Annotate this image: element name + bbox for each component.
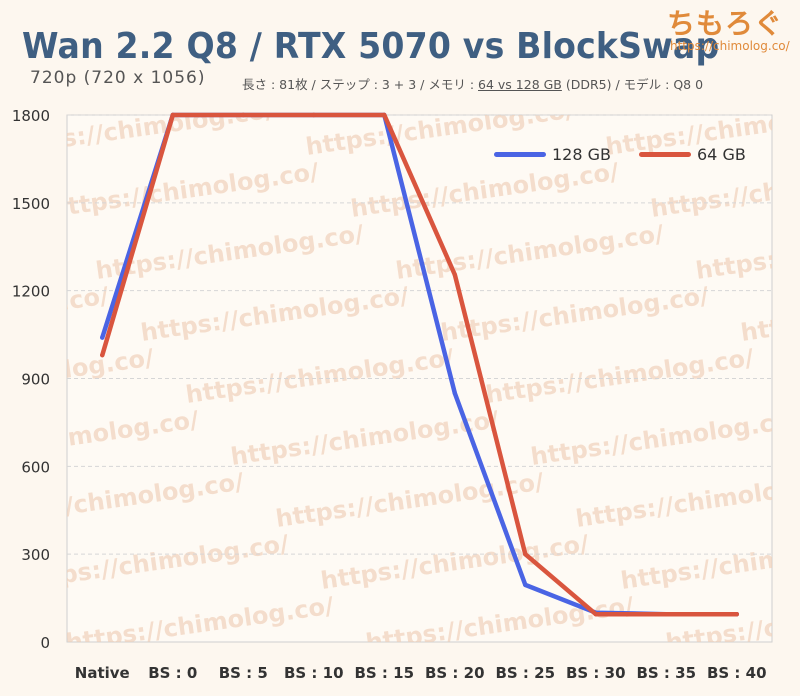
data-point <box>241 112 246 118</box>
site-logo: ちもろぐ <box>667 7 784 40</box>
data-point <box>311 112 316 118</box>
x-tick-label: BS : 0 <box>148 664 197 682</box>
chart-subtitle: 720p (720 x 1056) <box>30 68 206 88</box>
y-tick-label: 600 <box>21 458 50 476</box>
y-tick-label: 0 <box>40 634 50 652</box>
legend-swatch-64 <box>639 152 691 157</box>
watermark-text: https://chimolog.co/ <box>0 158 21 223</box>
data-point <box>664 611 669 617</box>
x-tick-label: BS : 40 <box>707 664 767 682</box>
data-point <box>100 352 105 358</box>
data-point <box>593 611 598 617</box>
chart-legend: 128 GB 64 GB <box>494 145 746 164</box>
data-point <box>523 551 528 557</box>
data-point <box>170 112 175 118</box>
x-tick-label: BS : 35 <box>636 664 696 682</box>
details-memory: 64 vs 128 GB <box>478 77 562 92</box>
y-tick-label: 300 <box>21 546 50 564</box>
y-tick-label: 900 <box>21 371 50 389</box>
data-point <box>734 611 739 617</box>
chart-title: Wan 2.2 Q8 / RTX 5070 vs BlockSwap <box>22 26 720 67</box>
legend-entry-128: 128 GB <box>494 145 611 164</box>
x-tick-label: BS : 25 <box>495 664 555 682</box>
details-suffix: (DDR5) / モデル : Q8 0 <box>561 77 704 92</box>
y-tick-label: 1800 <box>12 107 50 125</box>
x-tick-label: Native <box>75 664 130 682</box>
details-prefix: 長さ : 81枚 / ステップ : 3 + 3 / メモリ : <box>242 77 479 92</box>
x-tick-label: BS : 20 <box>425 664 485 682</box>
data-point <box>523 582 528 588</box>
data-point <box>382 112 387 118</box>
legend-label-64: 64 GB <box>697 145 746 164</box>
x-tick-label: BS : 15 <box>354 664 414 682</box>
data-point <box>100 335 105 340</box>
data-point <box>452 390 457 396</box>
watermark-text: https://chimolog.co/ <box>784 344 800 409</box>
watermark-text: https://chimolog.co/ <box>0 220 66 285</box>
y-tick-label: 1500 <box>12 195 50 213</box>
site-url: https://chimolog.co/ <box>670 39 790 53</box>
legend-swatch-128 <box>494 152 546 157</box>
legend-label-128: 128 GB <box>552 145 611 164</box>
legend-entry-64: 64 GB <box>639 145 746 164</box>
x-tick-label: BS : 30 <box>566 664 626 682</box>
x-tick-label: BS : 10 <box>284 664 344 682</box>
chart-details: 長さ : 81枚 / ステップ : 3 + 3 / メモリ : 64 vs 12… <box>242 74 703 93</box>
series-line-64gb <box>100 112 740 617</box>
x-tick-label: BS : 5 <box>219 664 268 682</box>
data-point <box>452 272 457 277</box>
y-tick-label: 1200 <box>12 283 50 301</box>
